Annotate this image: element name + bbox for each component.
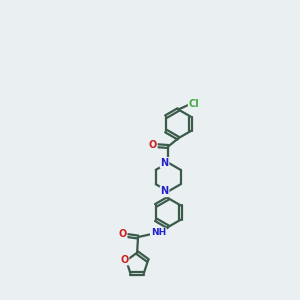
Text: N: N <box>160 158 169 168</box>
Text: O: O <box>120 255 129 265</box>
Text: O: O <box>148 140 157 150</box>
Text: Cl: Cl <box>189 99 200 109</box>
Text: O: O <box>118 229 127 239</box>
Text: NH: NH <box>151 228 166 237</box>
Text: N: N <box>160 186 169 197</box>
